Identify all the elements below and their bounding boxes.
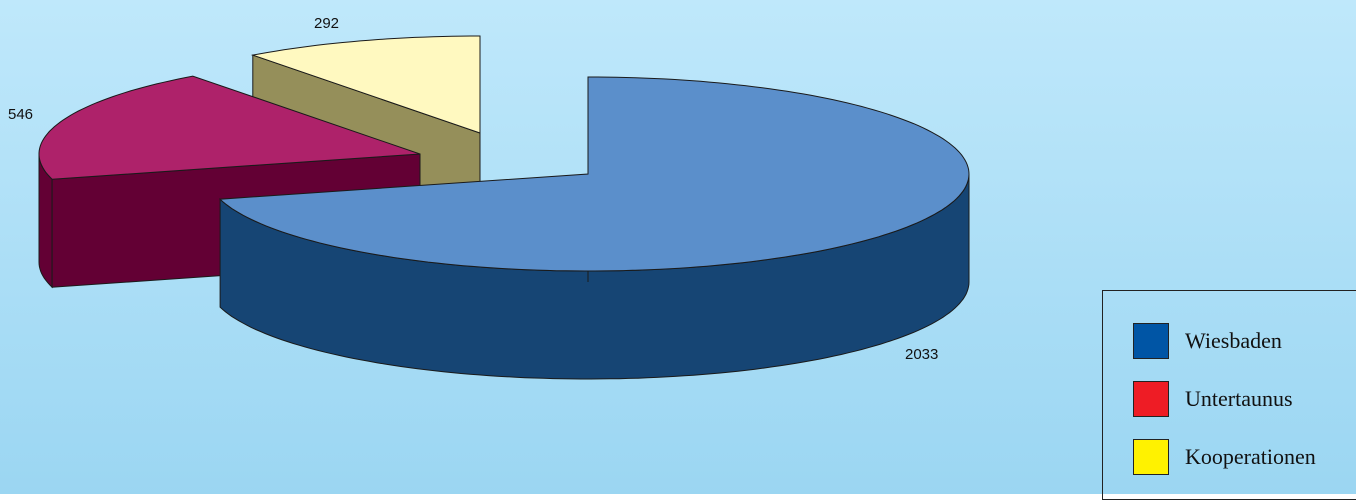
- legend-item-kooperationen: Kooperationen: [1133, 439, 1316, 475]
- data-label-untertaunus: 546: [8, 106, 33, 123]
- pie-slice-untertaunus: [38, 75, 421, 180]
- legend-label-untertaunus: Untertaunus: [1185, 386, 1293, 411]
- data-label-wiesbaden: 2033: [905, 346, 938, 363]
- legend-item-wiesbaden: Wiesbaden: [1133, 323, 1282, 359]
- legend-swatch-wiesbaden: [1133, 323, 1169, 359]
- legend-label-kooperationen: Kooperationen: [1185, 444, 1316, 469]
- pie-slice-wiesbaden: [218, 76, 970, 272]
- data-label-kooperationen: 292: [314, 15, 339, 32]
- legend-swatch-kooperationen: [1133, 439, 1169, 475]
- legend: Wiesbaden Untertaunus Kooperationen: [1102, 290, 1356, 500]
- legend-label-wiesbaden: Wiesbaden: [1185, 328, 1282, 353]
- legend-swatch-untertaunus: [1133, 381, 1169, 417]
- legend-item-untertaunus: Untertaunus: [1133, 381, 1293, 417]
- pie-slice-kooperationen: [250, 35, 481, 134]
